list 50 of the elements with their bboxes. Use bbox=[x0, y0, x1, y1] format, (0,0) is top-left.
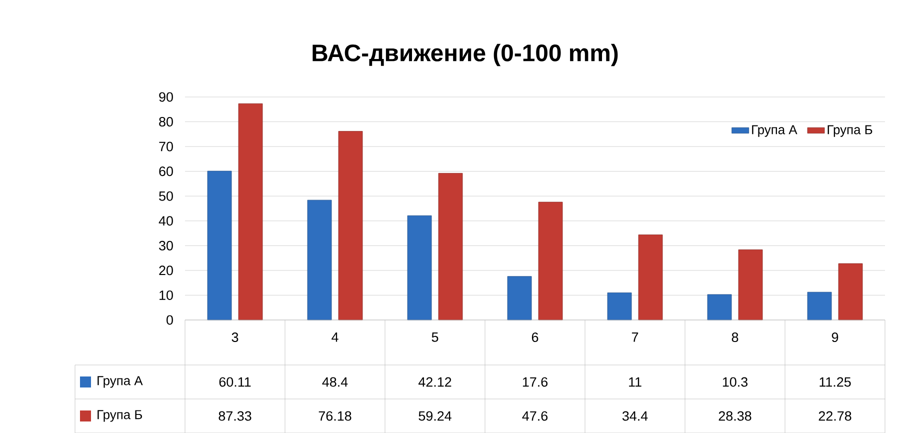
y-tick-label: 10 bbox=[160, 290, 173, 300]
data-label: 10.3 bbox=[722, 377, 748, 387]
bar bbox=[538, 202, 563, 320]
bar bbox=[707, 294, 732, 320]
text: Група А bbox=[98, 376, 143, 388]
chart-title: ВАС-движение (0-100 mm) bbox=[312, 44, 618, 66]
bar bbox=[238, 103, 263, 320]
y-tick-label: 40 bbox=[158, 216, 173, 226]
y-tick-label: 60 bbox=[159, 166, 173, 176]
x-tick-label: 9 bbox=[832, 332, 838, 342]
y-tick-label: 90 bbox=[159, 92, 173, 102]
x-tick-label: 4 bbox=[332, 332, 338, 342]
data-label: 87.33 bbox=[218, 411, 252, 421]
data-label: 34.4 bbox=[622, 411, 648, 421]
data-label: 76.18 bbox=[318, 411, 352, 421]
data-label: 28.38 bbox=[718, 411, 752, 421]
data-label: 11.25 bbox=[820, 377, 851, 387]
x-tick-label: 7 bbox=[632, 332, 638, 342]
y-tick-label: 70 bbox=[159, 142, 173, 152]
bar bbox=[738, 249, 763, 320]
bar bbox=[338, 131, 363, 320]
y-tick-label: 20 bbox=[159, 266, 173, 276]
data-label: 11 bbox=[629, 377, 642, 387]
bar bbox=[807, 292, 832, 320]
bar bbox=[607, 292, 632, 320]
bar bbox=[307, 200, 332, 320]
data-label: 48.4 bbox=[322, 377, 348, 387]
data-label: 17.6 bbox=[522, 377, 548, 387]
bar bbox=[207, 170, 232, 320]
data-label: 47.6 bbox=[522, 411, 548, 421]
data-label: 60.11 bbox=[219, 377, 251, 387]
data-label: 42.12 bbox=[418, 377, 452, 387]
bar bbox=[507, 276, 532, 320]
legend-label: Група Б bbox=[828, 125, 872, 137]
bar bbox=[638, 234, 663, 320]
y-tick-label: 30 bbox=[159, 240, 173, 250]
bar bbox=[438, 173, 463, 320]
data-label: 22.78 bbox=[818, 411, 852, 421]
bar bbox=[838, 263, 863, 320]
legend-label: Група А bbox=[752, 125, 798, 137]
bar bbox=[407, 215, 432, 320]
x-tick-label: 8 bbox=[732, 332, 738, 342]
text: Група Б bbox=[98, 410, 142, 422]
x-tick-label: 3 bbox=[232, 332, 238, 342]
y-tick-label: 0 bbox=[166, 315, 173, 325]
x-tick-label: 5 bbox=[432, 332, 438, 342]
data-label: 59.24 bbox=[418, 411, 452, 421]
y-tick-label: 50 bbox=[159, 191, 173, 201]
x-tick-label: 6 bbox=[532, 332, 538, 342]
y-tick-label: 80 bbox=[159, 117, 173, 127]
